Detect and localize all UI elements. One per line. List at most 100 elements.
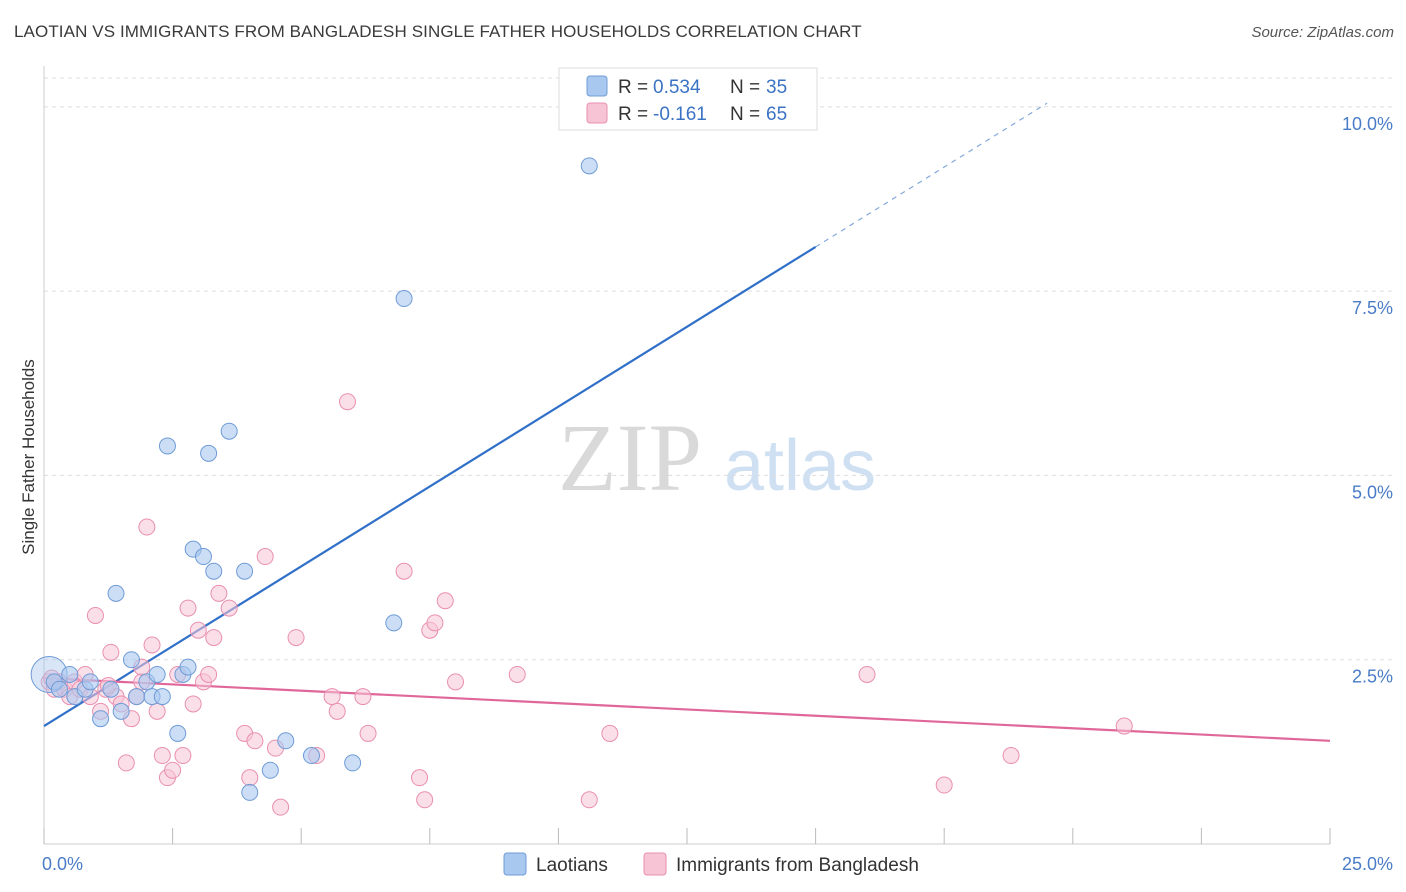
laotian-trend-line	[43, 245, 817, 727]
laotian-point	[580, 157, 598, 175]
bangladesh-point	[1002, 747, 1020, 765]
laotian-point	[205, 562, 223, 580]
bottom-legend-bangladesh: Immigrants from Bangladesh	[676, 855, 919, 876]
bangladesh-point	[601, 724, 619, 742]
bangladesh-point	[205, 629, 223, 647]
bangladesh-point	[117, 754, 135, 772]
bangladesh-point	[246, 732, 264, 750]
bottom-legend-swatch-bangladesh	[643, 852, 667, 876]
bangladesh-point	[210, 584, 228, 602]
bangladesh-point	[287, 629, 305, 647]
bottom-legend-swatch-laotian	[503, 852, 527, 876]
bangladesh-point	[935, 776, 953, 794]
legend-r-bangladesh: -0.161	[653, 104, 707, 125]
laotian-point	[122, 651, 140, 669]
y-tick-label: 7.5%	[1352, 298, 1393, 318]
laotian-point	[153, 688, 171, 706]
laotian-point	[344, 754, 362, 772]
series-legend: Laotians Immigrants from Bangladesh	[503, 852, 919, 876]
bangladesh-point	[436, 592, 454, 610]
bangladesh-point	[138, 518, 156, 536]
laotian-point	[261, 761, 279, 779]
laotian-point	[102, 680, 120, 698]
y-tick-label: 5.0%	[1352, 482, 1393, 502]
legend-swatch-bangladesh	[586, 102, 608, 124]
laotian-point	[236, 562, 254, 580]
axes	[43, 66, 1331, 845]
legend-swatch-laotian	[586, 75, 608, 97]
bangladesh-point	[580, 791, 598, 809]
bangladesh-point	[174, 747, 192, 765]
bangladesh-point	[323, 688, 341, 706]
laotian-trend-extension	[815, 102, 1048, 248]
laotian-point	[81, 673, 99, 691]
laotian-point	[158, 437, 176, 455]
bangladesh-point	[179, 599, 197, 617]
x-tick-min: 0.0%	[42, 854, 83, 874]
laotian-point	[395, 290, 413, 308]
legend-n-bangladesh: 65	[766, 104, 787, 125]
bangladesh-point	[241, 769, 259, 787]
source-label: Source: ZipAtlas.com	[1251, 24, 1394, 41]
laotian-point	[179, 658, 197, 676]
bangladesh-point	[447, 673, 465, 691]
laotian-point	[128, 688, 146, 706]
laotian-point	[107, 584, 125, 602]
laotian-point	[194, 548, 212, 566]
bangladesh-point	[184, 695, 202, 713]
laotian-point	[220, 422, 238, 440]
bangladesh-point	[338, 393, 356, 411]
bottom-legend-laotian: Laotians	[536, 855, 608, 876]
laotian-point	[277, 732, 295, 750]
watermark-zip: ZIP	[558, 404, 702, 511]
laotian-point	[385, 614, 403, 632]
y-tick-label: 10.0%	[1342, 114, 1393, 134]
x-tick-max: 25.0%	[1342, 854, 1393, 874]
bangladesh-point	[272, 798, 290, 816]
legend-n-label-laotian: N =	[730, 77, 760, 98]
bangladesh-point	[200, 665, 218, 683]
watermark-atlas: atlas	[724, 426, 876, 506]
bangladesh-point	[411, 769, 429, 787]
bangladesh-points	[40, 393, 1133, 816]
correlation-legend: R = 0.534 N = 35 R = -0.161 N = 65	[558, 67, 818, 131]
bangladesh-point	[86, 606, 104, 624]
laotian-point	[148, 665, 166, 683]
bangladesh-point	[256, 548, 274, 566]
legend-n-laotian: 35	[766, 77, 787, 98]
bangladesh-point	[1115, 717, 1133, 735]
bangladesh-point	[102, 643, 120, 661]
bangladesh-point	[359, 724, 377, 742]
bangladesh-trend-line	[43, 677, 1331, 742]
laotian-point	[169, 724, 187, 742]
bangladesh-point	[354, 688, 372, 706]
bangladesh-point	[328, 702, 346, 720]
y-tick-labels: 2.5% 5.0% 7.5% 10.0%	[1342, 114, 1393, 687]
laotian-point	[61, 665, 79, 683]
laotian-point	[112, 702, 130, 720]
bangladesh-point	[148, 702, 166, 720]
bangladesh-point	[164, 761, 182, 779]
laotian-point	[241, 783, 259, 801]
laotian-point	[200, 444, 218, 462]
bangladesh-point	[395, 562, 413, 580]
bangladesh-point	[220, 599, 238, 617]
chart-title: LAOTIAN VS IMMIGRANTS FROM BANGLADESH SI…	[14, 22, 862, 41]
bangladesh-point	[153, 747, 171, 765]
legend-r-label-laotian: R =	[618, 77, 648, 98]
laotian-point	[50, 680, 68, 698]
bangladesh-point	[858, 665, 876, 683]
trend-lines	[43, 102, 1331, 742]
y-axis-label: Single Father Households	[19, 359, 38, 555]
bangladesh-point	[189, 621, 207, 639]
bangladesh-point	[426, 614, 444, 632]
legend-n-label-bangladesh: N =	[730, 104, 760, 125]
laotian-points	[30, 157, 598, 801]
bangladesh-point	[143, 636, 161, 654]
laotian-point	[302, 747, 320, 765]
bangladesh-point	[508, 665, 526, 683]
laotian-point	[92, 710, 110, 728]
legend-r-laotian: 0.534	[653, 77, 701, 98]
bangladesh-point	[416, 791, 434, 809]
y-tick-label: 2.5%	[1352, 667, 1393, 687]
